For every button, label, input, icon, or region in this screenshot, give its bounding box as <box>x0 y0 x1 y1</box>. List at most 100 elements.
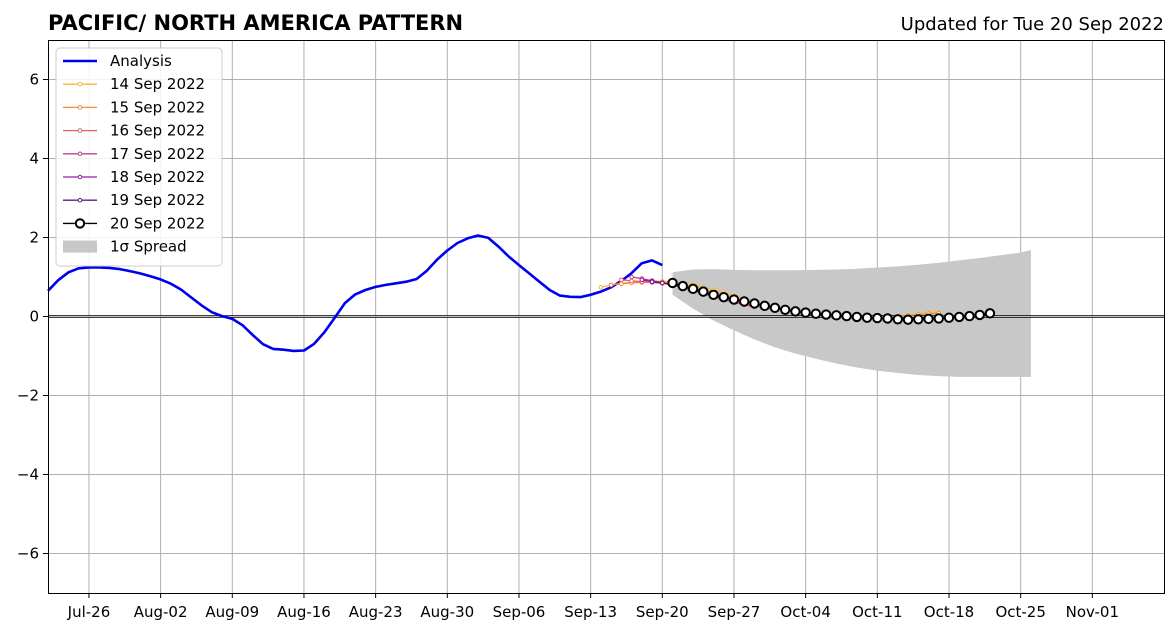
x-tick-label: Oct-25 <box>995 603 1045 621</box>
legend-entry: 14 Sep 2022 <box>63 75 205 93</box>
x-tick-label: Aug-02 <box>134 603 188 621</box>
forecast-point <box>790 306 801 317</box>
forecast-point <box>779 304 791 315</box>
y-axis: −6 −4 −2 0 2 4 6 <box>17 71 48 563</box>
forecast-point <box>861 312 873 323</box>
forecast-point <box>718 291 729 303</box>
legend-entry: 18 Sep 2022 <box>63 168 205 186</box>
forecast-point <box>882 313 893 324</box>
legend-marker <box>77 197 83 203</box>
x-tick-label: Jul-26 <box>67 603 111 621</box>
forecast-point <box>943 312 955 323</box>
series-analysis <box>47 234 663 353</box>
forecast-point <box>800 307 811 318</box>
x-axis: Jul-26 Aug-02 Aug-09 Aug-16 Aug-23 Aug-30 Sep-… <box>67 593 1119 621</box>
legend-entry: Analysis <box>63 52 172 70</box>
forecast-point <box>629 278 634 284</box>
legend-swatch <box>63 240 97 253</box>
forecast-point <box>759 300 770 312</box>
forecast-point <box>933 313 944 324</box>
forecast-point <box>677 280 688 292</box>
forecast-point <box>820 309 832 320</box>
spread-layer <box>672 250 1031 377</box>
analysis-line <box>47 234 663 353</box>
forecast-point <box>810 308 822 319</box>
y-tick-label: −6 <box>17 545 39 563</box>
forecast-point <box>629 274 634 280</box>
forecast-point <box>974 309 985 321</box>
series-20-sep-2022 <box>667 277 996 325</box>
legend-label: Analysis <box>110 52 172 70</box>
y-tick-label: −2 <box>17 387 39 405</box>
forecast-point <box>913 314 924 325</box>
legend-label: 1σ Spread <box>110 238 187 256</box>
spread-band <box>672 250 1031 377</box>
x-tick-label: Nov-01 <box>1066 603 1119 621</box>
y-tick-label: −4 <box>17 466 39 484</box>
forecast-point <box>984 308 996 319</box>
y-tick-label: 6 <box>29 71 39 89</box>
forecast-point <box>964 310 975 322</box>
forecast-point <box>831 310 842 321</box>
x-tick-label: Oct-18 <box>924 603 974 621</box>
x-tick-label: Aug-23 <box>349 603 403 621</box>
forecast-point <box>728 294 740 305</box>
forecast-point <box>639 277 645 283</box>
legend-marker <box>77 81 83 87</box>
x-tick-label: Aug-30 <box>420 603 474 621</box>
chart-title: PACIFIC/ NORTH AMERICA PATTERN <box>48 11 463 35</box>
forecast-point <box>660 280 665 286</box>
forecast-point <box>902 314 914 325</box>
x-tick-label: Sep-20 <box>636 603 689 621</box>
x-tick-label: Sep-06 <box>493 603 546 621</box>
legend-label: 16 Sep 2022 <box>110 122 205 140</box>
x-tick-label: Oct-04 <box>780 603 830 621</box>
legend-label: 17 Sep 2022 <box>110 145 205 163</box>
legend-entry: 20 Sep 2022 <box>63 214 205 232</box>
forecast-point <box>619 277 624 283</box>
legend-label: 15 Sep 2022 <box>110 98 205 116</box>
legend-label: 18 Sep 2022 <box>110 168 205 186</box>
forecast-point <box>769 302 781 314</box>
forecast-point <box>619 281 624 287</box>
forecast-point <box>687 283 699 295</box>
x-tick-label: Aug-16 <box>277 603 331 621</box>
forecast-point <box>872 312 883 324</box>
forecast-point <box>739 296 750 307</box>
legend-label: 14 Sep 2022 <box>110 75 205 93</box>
legend-marker <box>77 174 83 180</box>
forecast-point <box>649 279 655 285</box>
forecast-point <box>841 310 852 322</box>
y-tick-label: 0 <box>29 308 39 326</box>
y-tick-label: 2 <box>29 229 39 247</box>
x-tick-label: Sep-27 <box>708 603 761 621</box>
legend-label: 20 Sep 2022 <box>110 214 205 232</box>
legend-entry: 16 Sep 2022 <box>63 122 205 140</box>
legend: Analysis 14 Sep 2022 15 Sep 2022 16 Sep 202… <box>55 47 223 267</box>
legend-box <box>55 47 223 267</box>
forecast-point <box>749 298 760 309</box>
forecast-point <box>923 313 934 325</box>
forecast-point <box>708 289 719 300</box>
chart-subtitle: Updated for Tue 20 Sep 2022 <box>901 14 1164 35</box>
x-tick-label: Oct-11 <box>852 603 902 621</box>
x-tick-label: Aug-09 <box>205 603 259 621</box>
legend-marker <box>77 128 83 133</box>
legend-entry: 1σ Spread <box>63 238 187 256</box>
plot-frame <box>48 40 1165 594</box>
y-tick-label: 4 <box>29 150 39 168</box>
legend-marker <box>77 151 83 157</box>
forecast-point <box>892 314 903 325</box>
forecast-point <box>667 277 678 289</box>
legend-marker <box>77 105 83 110</box>
forecast-point <box>851 311 863 323</box>
legend-marker <box>74 218 86 229</box>
legend-label: 19 Sep 2022 <box>110 191 205 209</box>
forecast-point <box>598 284 604 290</box>
legend-entry: 19 Sep 2022 <box>63 191 205 209</box>
legend-entry: 17 Sep 2022 <box>63 145 205 163</box>
series-layer <box>47 234 996 353</box>
forecast-point <box>608 282 614 288</box>
x-tick-label: Sep-13 <box>564 603 617 621</box>
